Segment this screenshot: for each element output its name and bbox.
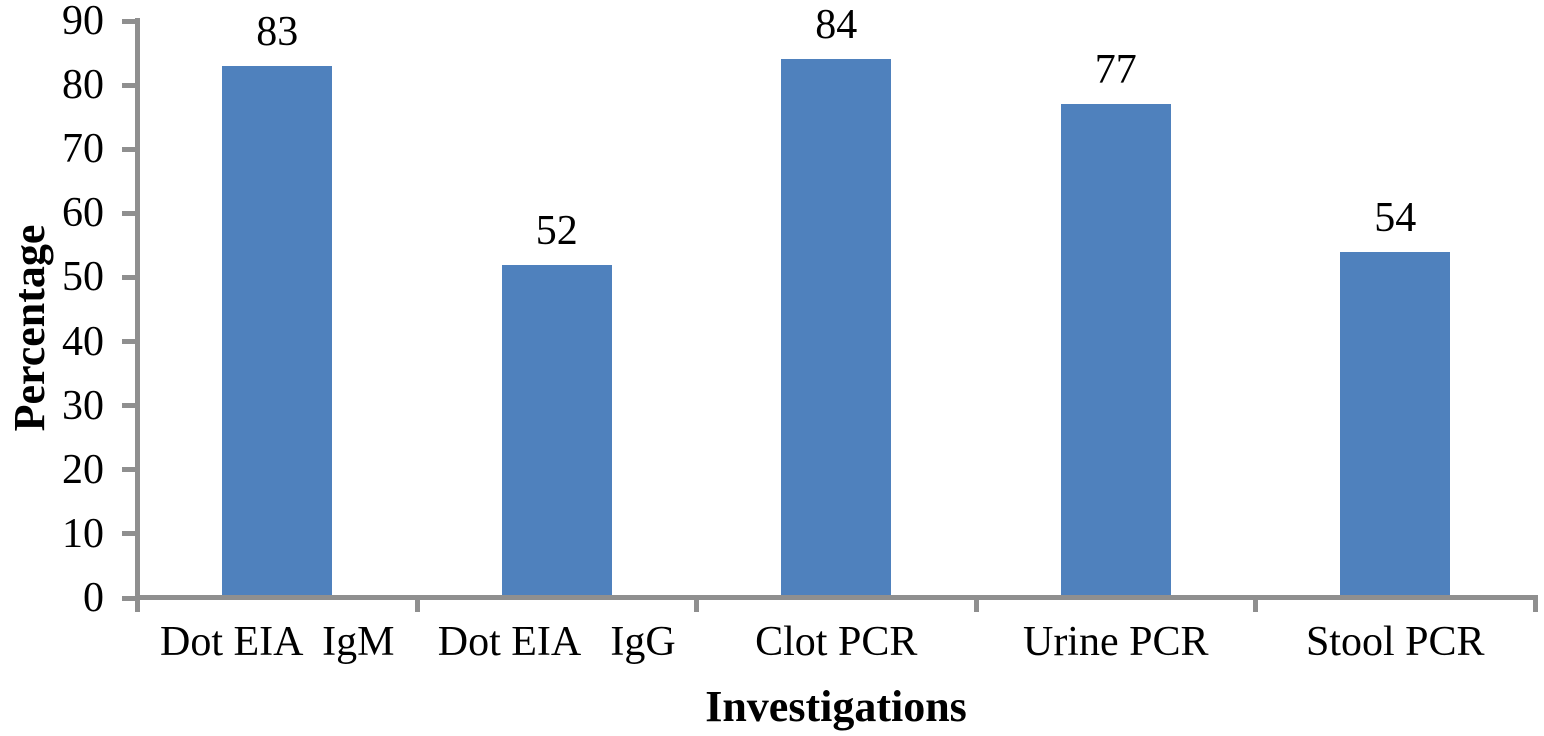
y-tick-label: 10	[62, 510, 104, 557]
y-axis-line	[135, 18, 140, 602]
x-tick-mark	[1532, 595, 1538, 612]
bar-value-label: 54	[1374, 194, 1417, 241]
y-tick-label: 50	[62, 254, 104, 301]
y-tick-label: 20	[62, 446, 104, 493]
x-tick-mark	[973, 595, 979, 612]
y-tick-mark	[122, 210, 135, 216]
y-tick-mark	[122, 467, 135, 473]
y-tick-mark	[122, 146, 135, 152]
y-tick-label: 60	[62, 190, 104, 237]
y-tick-mark	[122, 531, 135, 537]
y-tick-label: 40	[62, 318, 104, 365]
bar	[1060, 104, 1171, 598]
x-tick-mark	[414, 595, 420, 612]
y-tick-mark	[122, 339, 135, 345]
y-tick-label: 70	[62, 126, 104, 173]
x-tick-mark	[694, 595, 699, 612]
bar-value-label: 83	[256, 8, 299, 55]
x-tick-mark	[1253, 595, 1258, 612]
y-tick-mark	[122, 18, 135, 24]
y-tick-label: 30	[62, 382, 104, 429]
bar-value-label: 77	[1094, 47, 1137, 94]
bar	[1340, 251, 1451, 598]
y-tick-label: 80	[62, 62, 104, 109]
bar	[222, 65, 333, 598]
x-tick-mark	[135, 595, 140, 612]
y-tick-mark	[122, 595, 135, 601]
x-axis-title: Investigations	[705, 682, 967, 731]
bar	[781, 59, 892, 598]
y-tick-label: 90	[62, 0, 104, 44]
y-tick-mark	[122, 403, 135, 409]
x-category-label: Dot EIA IgG	[437, 619, 676, 665]
bar-value-label: 52	[535, 207, 578, 254]
bar	[501, 264, 612, 598]
x-category-label: Clot PCR	[755, 619, 918, 665]
bar-value-label: 84	[815, 2, 858, 49]
y-tick-mark	[122, 82, 135, 88]
y-tick-label: 0	[83, 575, 104, 621]
x-category-label: Stool PCR	[1305, 619, 1485, 665]
x-category-label: Urine PCR	[1022, 619, 1209, 665]
x-axis-line	[135, 595, 1537, 600]
x-category-label: Dot EIA IgM	[160, 619, 395, 665]
y-tick-mark	[122, 274, 135, 280]
